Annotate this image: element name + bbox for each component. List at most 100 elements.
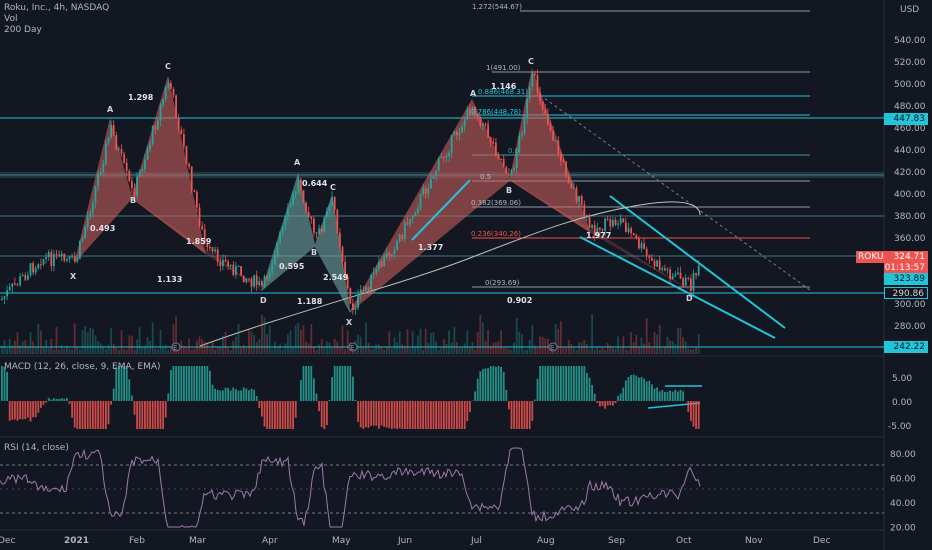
volume-bar	[437, 349, 440, 354]
candle-body	[307, 212, 310, 217]
candle-body	[284, 216, 287, 227]
macd-bar	[118, 366, 120, 401]
rsi-legend[interactable]: RSI (14, close)	[4, 443, 69, 453]
candle-body	[409, 219, 411, 225]
macd-bar	[349, 366, 352, 401]
price-axis-tick: 500.00	[894, 80, 926, 90]
volume-bar	[79, 349, 81, 354]
fib-1: 1(491.00)	[486, 64, 521, 72]
volume-bar	[521, 334, 523, 354]
macd-bar	[188, 366, 190, 401]
volume-bar	[684, 341, 687, 354]
time-axis-tick: Oct	[676, 536, 692, 546]
macd-bar	[206, 366, 209, 401]
candle-body	[258, 281, 261, 286]
macd-bar	[487, 368, 489, 401]
volume-bar	[318, 344, 320, 354]
ratio-1977: 1.977	[586, 231, 611, 240]
candle-body	[287, 207, 289, 217]
macd-bar	[640, 376, 643, 401]
macd-bar	[284, 401, 287, 429]
volume-bar	[16, 332, 19, 354]
volume-bar	[357, 334, 359, 354]
volume-bar	[118, 349, 120, 354]
candle-body	[562, 160, 565, 162]
macd-bar	[359, 401, 362, 428]
macd-bar	[380, 401, 383, 426]
harmonic-pattern-3[interactable]	[349, 68, 691, 313]
volume-bar	[196, 340, 198, 354]
candle-body	[370, 274, 372, 290]
p3-c-label: C	[528, 57, 534, 66]
fib-382: 0.382(369.06)	[471, 199, 521, 207]
ratio-0595: 0.595	[279, 262, 305, 271]
candle-body	[112, 124, 115, 136]
volume-bar	[235, 336, 237, 354]
candle-body	[136, 176, 138, 197]
harmonic-pattern-1[interactable]	[74, 76, 263, 291]
candle-body	[432, 176, 435, 179]
macd-bar	[404, 401, 406, 429]
volume-bar	[292, 346, 294, 354]
candle-body	[248, 278, 250, 280]
candle-body	[164, 87, 167, 100]
ratio-1146: 1.146	[491, 82, 517, 91]
candle-body	[609, 219, 612, 227]
volume-bar	[492, 342, 495, 354]
macd-bar	[214, 388, 216, 401]
earnings-markers[interactable]: E E E	[171, 342, 558, 352]
volume-bar	[635, 334, 638, 354]
macd-bar	[336, 366, 339, 401]
macd-bar	[128, 379, 131, 401]
macd-bar	[237, 390, 240, 401]
candle-body	[281, 226, 284, 232]
symbol-title[interactable]: Roku, Inc., 4h, NASDAQ	[4, 3, 110, 13]
candle-body	[29, 263, 32, 276]
macd-bar	[463, 401, 466, 429]
ma-legend[interactable]: 200 Day	[4, 25, 42, 35]
candle-body	[157, 120, 159, 130]
candle-body	[661, 268, 664, 270]
macd-bar	[562, 366, 565, 401]
price-tag-current: 324.71	[884, 251, 928, 263]
volume-bar	[307, 343, 310, 354]
volume-bar	[424, 328, 427, 354]
macd-bar	[271, 401, 274, 429]
macd-bar	[588, 377, 591, 401]
candle-body	[73, 256, 76, 262]
candle-body	[42, 259, 45, 265]
p3-x-label: X	[346, 318, 353, 327]
volume-bar	[453, 326, 456, 354]
macd-bar	[692, 401, 695, 427]
candle-body	[682, 278, 684, 286]
time-axis-tick: Dec	[813, 536, 830, 546]
volume-bar	[554, 324, 557, 354]
volume-bar	[664, 346, 666, 354]
volume-bar	[250, 331, 253, 354]
volume-bar	[466, 331, 469, 354]
macd-bar	[627, 376, 630, 401]
macd-bar	[125, 366, 128, 401]
volume-bar	[539, 336, 541, 354]
ratio-0493: 0.493	[90, 224, 115, 233]
macd-bar	[388, 401, 391, 429]
candle-body	[323, 217, 326, 232]
macd-bar	[6, 371, 8, 401]
candle-body	[102, 163, 105, 173]
volume-legend[interactable]: Vol	[4, 14, 18, 24]
volume-bar	[326, 341, 328, 354]
macd-bar	[526, 401, 528, 429]
candle-body	[677, 272, 679, 275]
macd-bar	[326, 401, 328, 426]
candle-body	[105, 142, 107, 164]
candle-body	[414, 213, 417, 216]
rsi-axis: 80.00 60.00 40.00 20.00	[890, 450, 916, 534]
time-axis-tick: Jun	[397, 536, 412, 546]
macd-legend[interactable]: MACD (12, 26, close, 9, EMA, EMA)	[4, 362, 161, 372]
volume-bar	[419, 328, 422, 354]
macd-bar	[19, 401, 21, 420]
volume-bar	[534, 345, 536, 354]
harmonic-pattern-2[interactable]	[261, 173, 351, 313]
macd-bar	[328, 400, 331, 401]
